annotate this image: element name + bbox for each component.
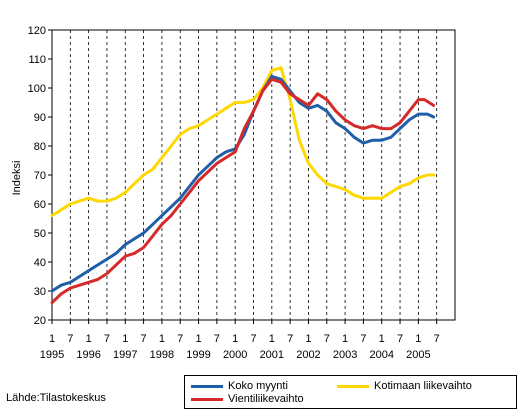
x-year-label: 1997 — [113, 349, 137, 361]
x-year-label: 2000 — [223, 349, 247, 361]
x-tick-label: 7 — [434, 333, 440, 345]
x-tick-label: 7 — [287, 333, 293, 345]
x-year-label: 2005 — [406, 349, 430, 361]
x-tick-label: 7 — [104, 333, 110, 345]
x-year-label: 2004 — [369, 349, 393, 361]
x-tick-label: 7 — [141, 333, 147, 345]
legend-label: Kotimaan liikevaihto — [374, 380, 472, 392]
x-tick-label: 7 — [250, 333, 256, 345]
x-tick-label: 1 — [159, 333, 165, 345]
y-tick-label: 70 — [34, 170, 46, 182]
x-tick-label: 1 — [49, 333, 55, 345]
y-tick-label: 20 — [34, 315, 46, 327]
x-tick-label: 1 — [342, 333, 348, 345]
legend-swatch — [337, 384, 369, 388]
x-year-label: 1996 — [76, 349, 100, 361]
series-line-koko-myynti — [50, 74, 436, 293]
x-tick-label: 7 — [397, 333, 403, 345]
x-tick-label: 1 — [269, 333, 275, 345]
legend-label: Vientiliikevaihto — [228, 393, 304, 405]
legend-item-koko-myynti: Koko myynti — [191, 380, 288, 392]
legend-item-vientiliikevaihto: Vientiliikevaihto — [191, 393, 304, 405]
x-tick-label: 1 — [379, 333, 385, 345]
y-tick-label: 90 — [34, 112, 46, 124]
x-year-label: 1998 — [150, 349, 174, 361]
x-tick-label: 1 — [415, 333, 421, 345]
y-tick-label: 120 — [28, 25, 46, 37]
legend-item-kotimaan-liikevaihto: Kotimaan liikevaihto — [337, 380, 472, 392]
x-tick-label: 7 — [324, 333, 330, 345]
legend: Koko myynti Vientiliikevaihto Kotimaan l… — [184, 375, 517, 409]
series-line-vientiliikevaihto — [50, 77, 436, 305]
y-tick-label: 50 — [34, 228, 46, 240]
y-tick-label: 40 — [34, 257, 46, 269]
x-tick-label: 7 — [177, 333, 183, 345]
x-tick-label: 1 — [195, 333, 201, 345]
legend-label: Koko myynti — [228, 380, 288, 392]
x-tick-label: 7 — [214, 333, 220, 345]
source-note: Lähde:Tilastokeskus — [6, 392, 106, 404]
x-year-label: 2003 — [333, 349, 357, 361]
grid-lines — [51, 30, 438, 320]
x-tick-label: 1 — [305, 333, 311, 345]
series-line-kotimaan-liikevaihto — [50, 66, 436, 218]
y-tick-label: 110 — [28, 54, 46, 66]
y-axis: 20 30 40 50 60 70 80 90 100 110 120 — [28, 25, 52, 327]
x-year-label: 1999 — [186, 349, 210, 361]
x-year-label: 2001 — [260, 349, 284, 361]
legend-swatch — [191, 397, 223, 401]
x-tick-label: 1 — [232, 333, 238, 345]
x-tick-label: 1 — [122, 333, 128, 345]
y-tick-label: 100 — [28, 83, 46, 95]
x-year-label: 2002 — [296, 349, 320, 361]
series-lines — [50, 66, 436, 305]
y-tick-label: 30 — [34, 286, 46, 298]
x-year-label: 1995 — [40, 349, 64, 361]
x-tick-label: 7 — [67, 333, 73, 345]
legend-swatch — [191, 384, 223, 388]
y-axis-label: Indeksi — [11, 161, 23, 196]
y-tick-label: 60 — [34, 199, 46, 211]
x-tick-label: 1 — [86, 333, 92, 345]
y-tick-label: 80 — [34, 141, 46, 153]
x-tick-label: 7 — [360, 333, 366, 345]
